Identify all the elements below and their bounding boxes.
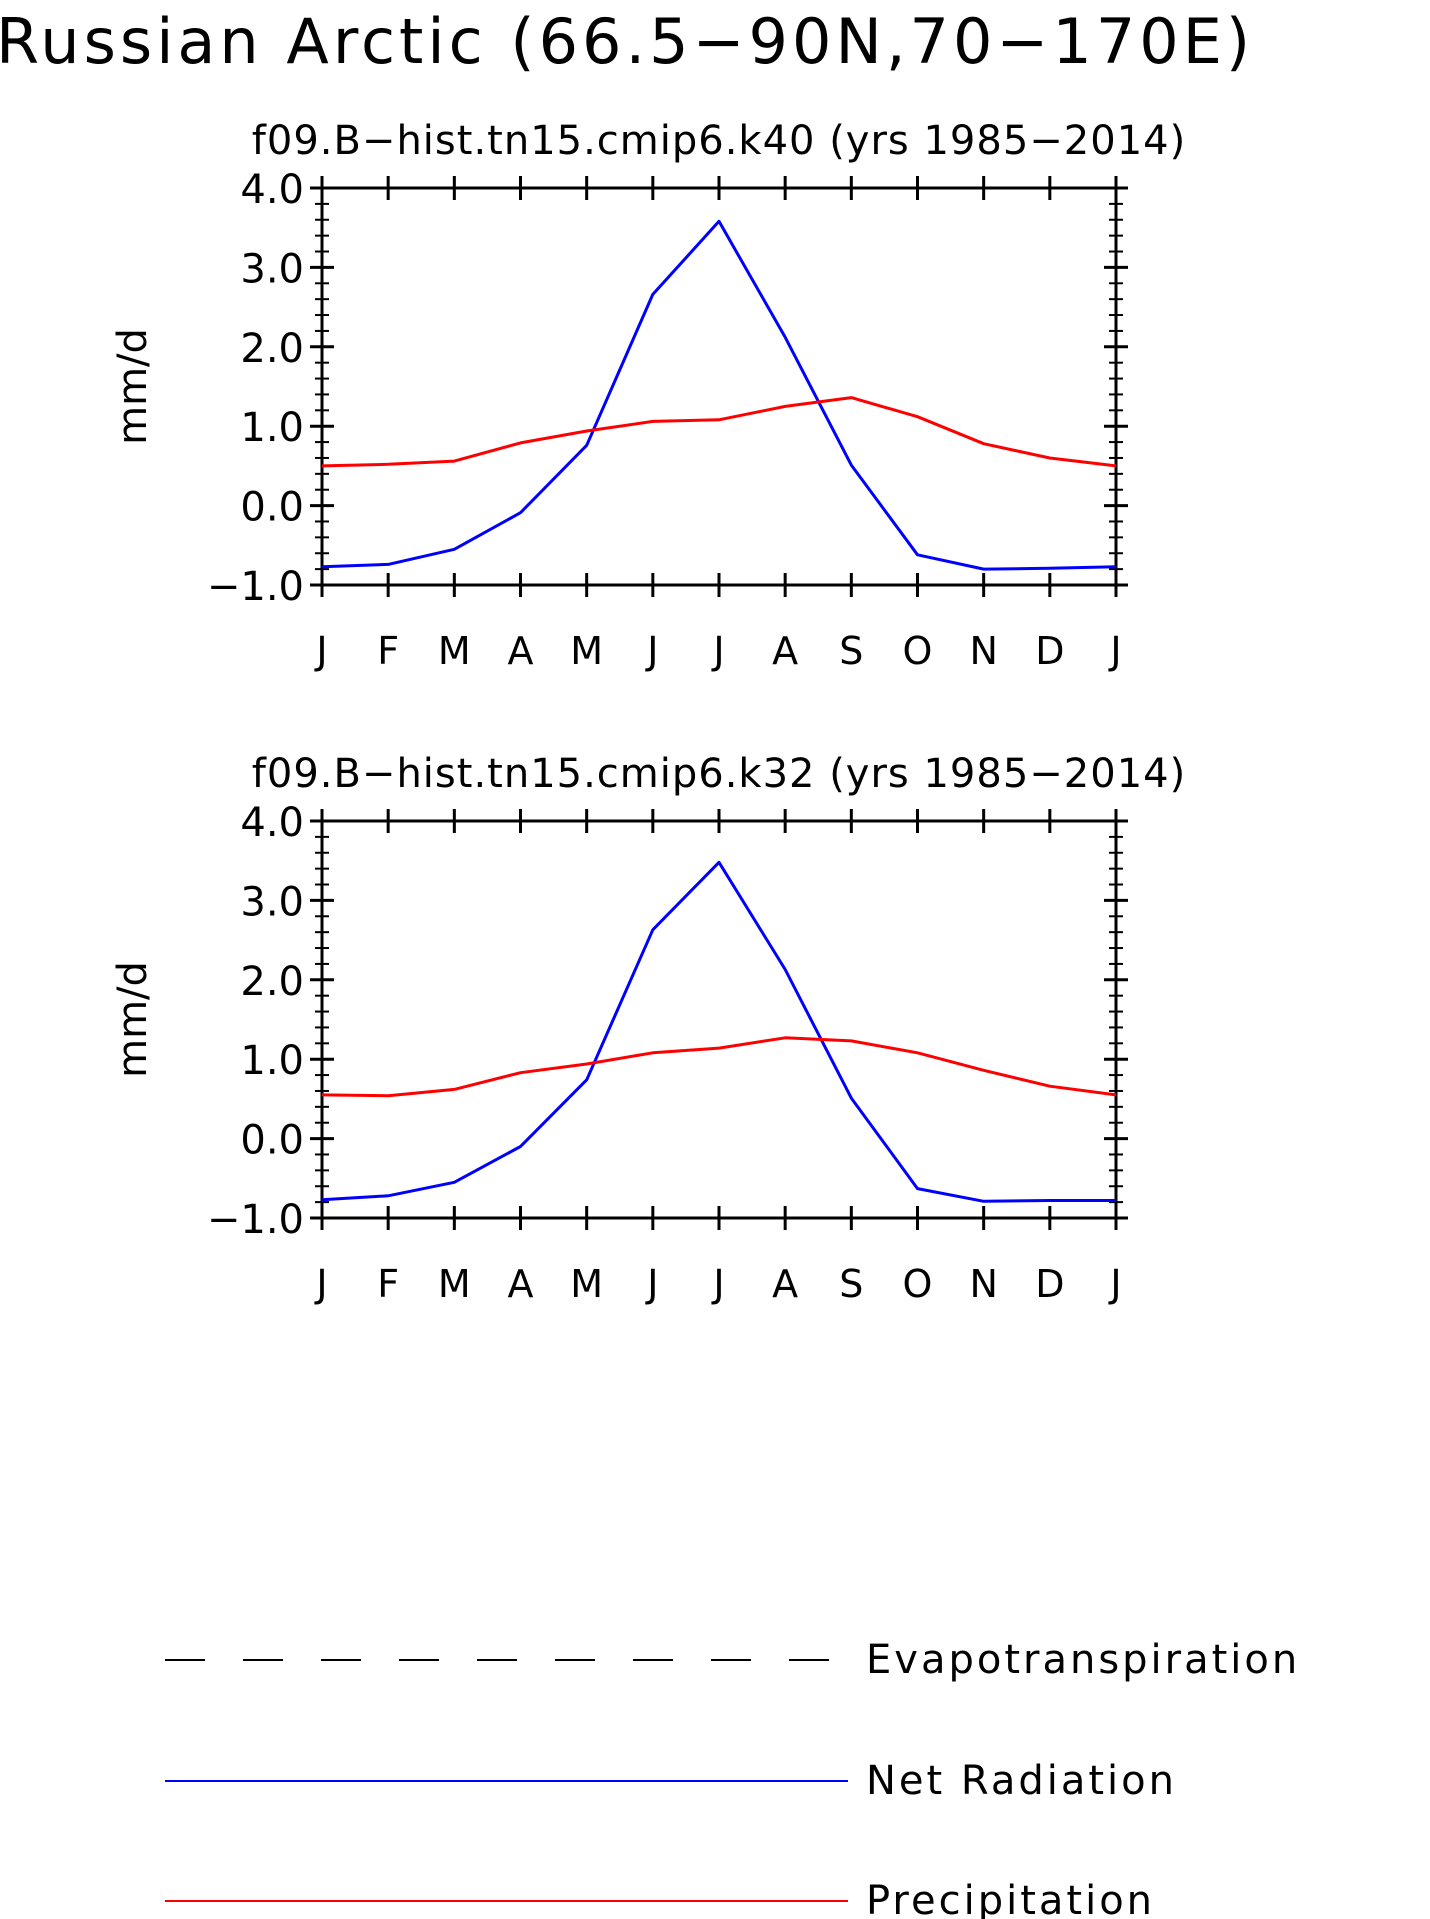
x-tick-label: N bbox=[969, 1262, 997, 1306]
panels: f09.B−hist.tn15.cmip6.k40 (yrs 1985−2014… bbox=[110, 118, 1186, 1306]
legend: Evapotranspiration Net Radiation Precipita… bbox=[165, 1637, 1300, 1919]
legend-label: Net Radiation bbox=[866, 1758, 1177, 1804]
x-tick-label: A bbox=[508, 1262, 534, 1306]
x-tick-label: N bbox=[969, 629, 997, 673]
x-tick-label: A bbox=[508, 629, 534, 673]
x-tick-label: O bbox=[903, 629, 933, 673]
figure-title: Russian Arctic (66.5−90N,70−170E) bbox=[0, 5, 1254, 78]
x-tick-label: D bbox=[1035, 629, 1064, 673]
x-tick-label: A bbox=[772, 1262, 798, 1306]
x-tick-label: M bbox=[438, 1262, 471, 1306]
y-tick-label: −1.0 bbox=[207, 564, 304, 610]
series-line-net-radiation bbox=[321, 219, 1117, 571]
x-tick-label: J bbox=[711, 629, 724, 673]
x-tick-label: O bbox=[903, 1262, 933, 1306]
x-tick-label: S bbox=[839, 629, 863, 673]
x-tick-label: M bbox=[438, 629, 471, 673]
x-tick-label: J bbox=[1108, 1262, 1121, 1306]
x-tick-label: M bbox=[570, 629, 603, 673]
y-axis-label: mm/d bbox=[110, 961, 156, 1078]
y-tick-label: 0.0 bbox=[240, 485, 304, 531]
legend-label: Precipitation bbox=[866, 1878, 1155, 1919]
legend-label: Evapotranspiration bbox=[866, 1637, 1300, 1683]
x-tick-label: F bbox=[377, 1262, 399, 1306]
series-line-precipitation bbox=[321, 396, 1117, 468]
plot-frame bbox=[320, 186, 1118, 587]
x-tick-label: S bbox=[839, 1262, 863, 1306]
x-tick-label: J bbox=[645, 629, 658, 673]
y-tick-label: 2.0 bbox=[240, 959, 304, 1005]
chart-panel-1: f09.B−hist.tn15.cmip6.k40 (yrs 1985−2014… bbox=[110, 118, 1186, 673]
y-tick-label: 1.0 bbox=[240, 405, 304, 451]
y-tick-label: −1.0 bbox=[207, 1197, 304, 1243]
y-tick-label: 0.0 bbox=[240, 1118, 304, 1164]
series-line-precipitation bbox=[321, 1036, 1117, 1098]
x-tick-label: J bbox=[645, 1262, 658, 1306]
x-tick-label: F bbox=[377, 629, 399, 673]
y-tick-label: 3.0 bbox=[240, 246, 304, 292]
x-tick-label: J bbox=[314, 1262, 327, 1306]
plot-frame bbox=[320, 819, 1118, 1220]
series-line-net-radiation bbox=[321, 860, 1116, 1203]
x-tick-label: A bbox=[772, 629, 798, 673]
panel-title: f09.B−hist.tn15.cmip6.k32 (yrs 1985−2014… bbox=[252, 751, 1186, 797]
y-tick-label: 3.0 bbox=[240, 879, 304, 925]
y-tick-label: 4.0 bbox=[240, 167, 304, 213]
y-axis-label: mm/d bbox=[110, 328, 156, 445]
x-tick-label: J bbox=[314, 629, 327, 673]
y-tick-label: 1.0 bbox=[240, 1038, 304, 1084]
y-tick-label: 4.0 bbox=[240, 800, 304, 846]
chart-panel-2: f09.B−hist.tn15.cmip6.k32 (yrs 1985−2014… bbox=[110, 751, 1186, 1306]
x-tick-label: J bbox=[1108, 629, 1121, 673]
x-tick-label: M bbox=[570, 1262, 603, 1306]
y-tick-label: 2.0 bbox=[240, 326, 304, 372]
x-tick-label: D bbox=[1035, 1262, 1064, 1306]
x-tick-label: J bbox=[711, 1262, 724, 1306]
panel-title: f09.B−hist.tn15.cmip6.k40 (yrs 1985−2014… bbox=[252, 118, 1186, 164]
